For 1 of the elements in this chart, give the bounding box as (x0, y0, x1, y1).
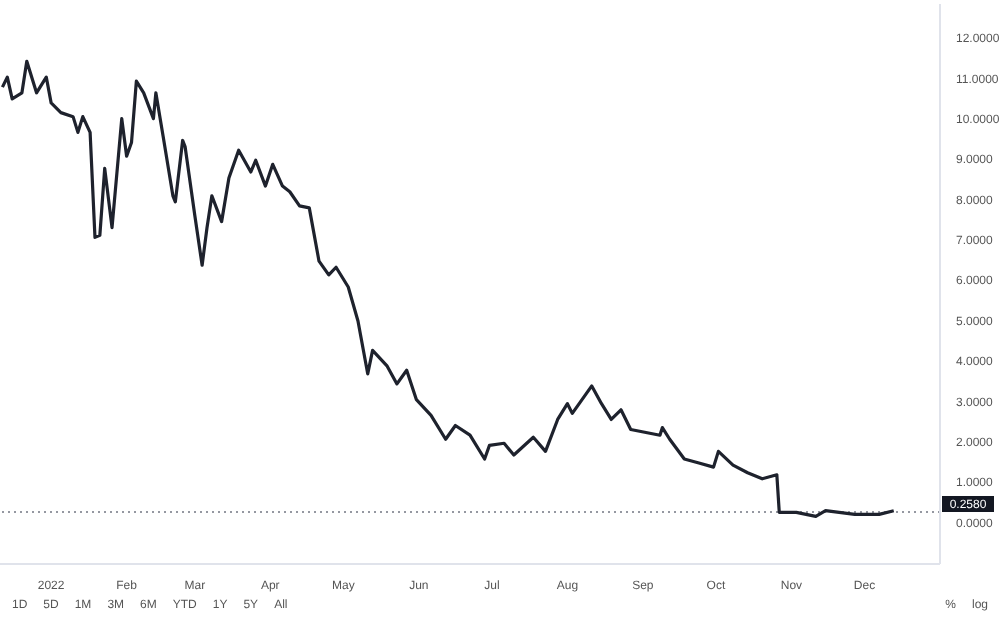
line-series (0, 59, 896, 518)
